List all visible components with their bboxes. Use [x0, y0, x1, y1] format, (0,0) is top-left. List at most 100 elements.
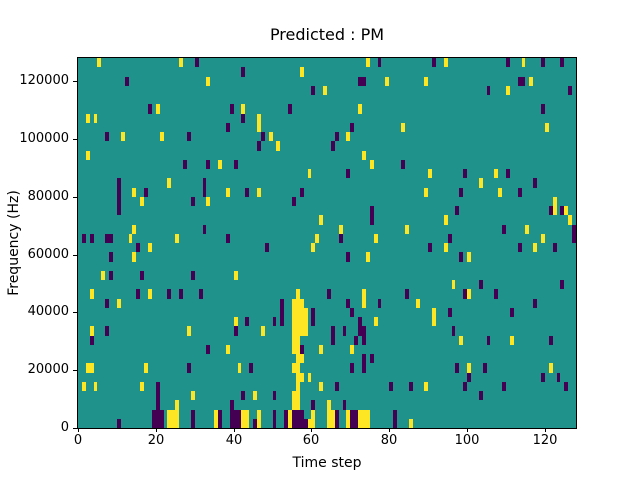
heatmap-cell [541, 373, 545, 382]
heatmap-cell [238, 410, 241, 419]
heatmap-cell [226, 188, 230, 197]
heatmap-cell [529, 77, 533, 86]
heatmap-cell [346, 169, 350, 178]
heatmap-cell [432, 317, 436, 326]
heatmap-cell [389, 382, 393, 391]
heatmap-cell [362, 419, 366, 428]
heatmap-cell [467, 363, 471, 373]
heatmap-cell [206, 77, 210, 86]
heatmap-cell [459, 336, 463, 345]
heatmap-cell [311, 400, 315, 410]
heatmap-cell [366, 410, 370, 419]
heatmap-cell [560, 280, 564, 289]
heatmap-cell [455, 206, 459, 215]
heatmap-cell [448, 308, 452, 317]
heatmap-cell [105, 326, 109, 336]
heatmap-cell [487, 86, 490, 95]
heatmap-cell [234, 271, 238, 280]
heatmap-cell [280, 308, 284, 317]
heatmap-cell [549, 363, 553, 373]
heatmap-cell [374, 234, 378, 243]
heatmap-cell [241, 419, 245, 428]
heatmap-cell [195, 58, 199, 67]
heatmap-cell [191, 419, 195, 428]
heatmap-cell [230, 400, 234, 410]
x-tick-label: 20 [147, 433, 165, 448]
heatmap-cell [296, 317, 300, 326]
heatmap-cell [358, 77, 362, 86]
heatmap-cell [467, 373, 471, 382]
heatmap-cell [506, 58, 510, 67]
heatmap-cell [502, 225, 506, 234]
x-axis-label: Time step [292, 455, 362, 471]
heatmap-cell [226, 345, 230, 354]
heatmap-cell [156, 104, 160, 114]
x-tick-mark [234, 428, 235, 432]
heatmap-cell [292, 336, 296, 345]
heatmap-cell [144, 188, 148, 197]
heatmap-cell [378, 58, 381, 67]
heatmap-cell [292, 345, 296, 354]
heatmap-cell [284, 410, 288, 419]
heatmap-cell [86, 363, 90, 373]
heatmap-cell [273, 391, 276, 400]
heatmap-cell [494, 289, 498, 299]
heatmap-cell [156, 410, 160, 419]
heatmap-cell [362, 299, 366, 308]
heatmap-cell [362, 289, 366, 299]
heatmap-cell [288, 419, 292, 428]
heatmap-cell [94, 114, 97, 123]
heatmap-cell [346, 419, 350, 428]
heatmap-cell [90, 326, 94, 336]
heatmap-cell [409, 419, 413, 428]
heatmap-cell [463, 289, 467, 299]
heatmap-cell [187, 132, 191, 141]
heatmap-cell [522, 77, 525, 86]
heatmap-cell [455, 363, 459, 373]
heatmap-cell [366, 58, 370, 67]
heatmap-cell [86, 151, 90, 160]
heatmap-cell [167, 289, 171, 299]
heatmap-cell [323, 86, 327, 95]
heatmap-cell [234, 317, 238, 326]
heatmap-cell [234, 160, 238, 169]
heatmap-cell [358, 317, 362, 326]
heatmap-cell [378, 299, 381, 308]
heatmap-cell [156, 391, 160, 400]
heatmap-cell [288, 410, 292, 419]
heatmap-cell [253, 419, 257, 428]
heatmap-cell [452, 326, 455, 336]
heatmap-cell [191, 271, 195, 280]
heatmap-cell [175, 234, 179, 243]
heatmap-cell [90, 289, 94, 299]
heatmap-cell [191, 197, 195, 206]
heatmap-cell [257, 123, 261, 132]
heatmap-cell [502, 382, 506, 391]
heatmap-cell [296, 419, 300, 428]
heatmap-cell [370, 354, 374, 363]
heatmap-cell [218, 419, 222, 428]
heatmap-cell [296, 308, 300, 317]
heatmap-cell [148, 104, 152, 114]
heatmap-cell [160, 132, 164, 141]
heatmap-cell [428, 169, 432, 178]
x-tick-mark [389, 428, 390, 432]
heatmap-cell [288, 104, 292, 114]
heatmap-cell [253, 391, 257, 400]
heatmap-cell [370, 160, 374, 169]
y-tick-label: 60000 [27, 247, 69, 262]
heatmap-cell [175, 410, 179, 419]
heatmap-cell [257, 188, 261, 197]
heatmap-cell [362, 151, 366, 160]
heatmap-cell [432, 58, 436, 67]
heatmap-cell [82, 234, 86, 243]
heatmap-cell [424, 188, 428, 197]
y-tick-mark [73, 370, 77, 371]
x-tick-mark [545, 428, 546, 432]
heatmap-cell [463, 382, 467, 391]
heatmap-cell [273, 317, 276, 326]
heatmap-cell [203, 178, 206, 188]
heatmap-cell [335, 382, 339, 391]
heatmap-cell [300, 410, 304, 419]
heatmap-cell [432, 308, 436, 317]
